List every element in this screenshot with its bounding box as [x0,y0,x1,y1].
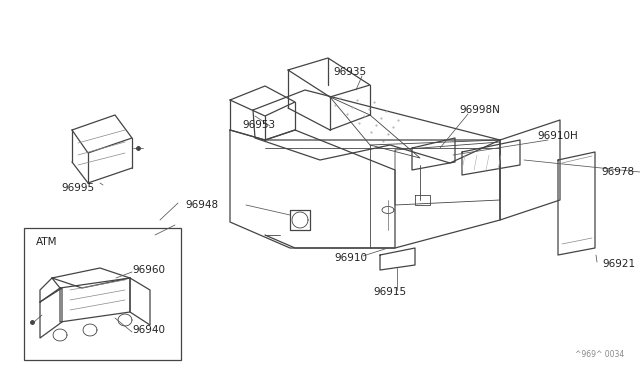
Text: 96921: 96921 [602,259,635,269]
Text: ATM: ATM [36,237,58,247]
Text: 96960: 96960 [132,265,165,275]
Text: 96910: 96910 [334,253,367,263]
Text: 96953: 96953 [242,120,275,130]
Text: ^969^ 0034: ^969^ 0034 [575,350,624,359]
Text: 96915: 96915 [373,287,406,297]
Bar [24,228,181,360]
Text: 96935: 96935 [333,67,367,77]
Text: 96995: 96995 [61,183,95,193]
Text: 96948: 96948 [185,200,218,210]
Text: 96978: 96978 [602,167,635,177]
Text: 96940: 96940 [132,325,165,335]
Text: 96910H: 96910H [537,131,578,141]
Text: 96998N: 96998N [459,105,500,115]
